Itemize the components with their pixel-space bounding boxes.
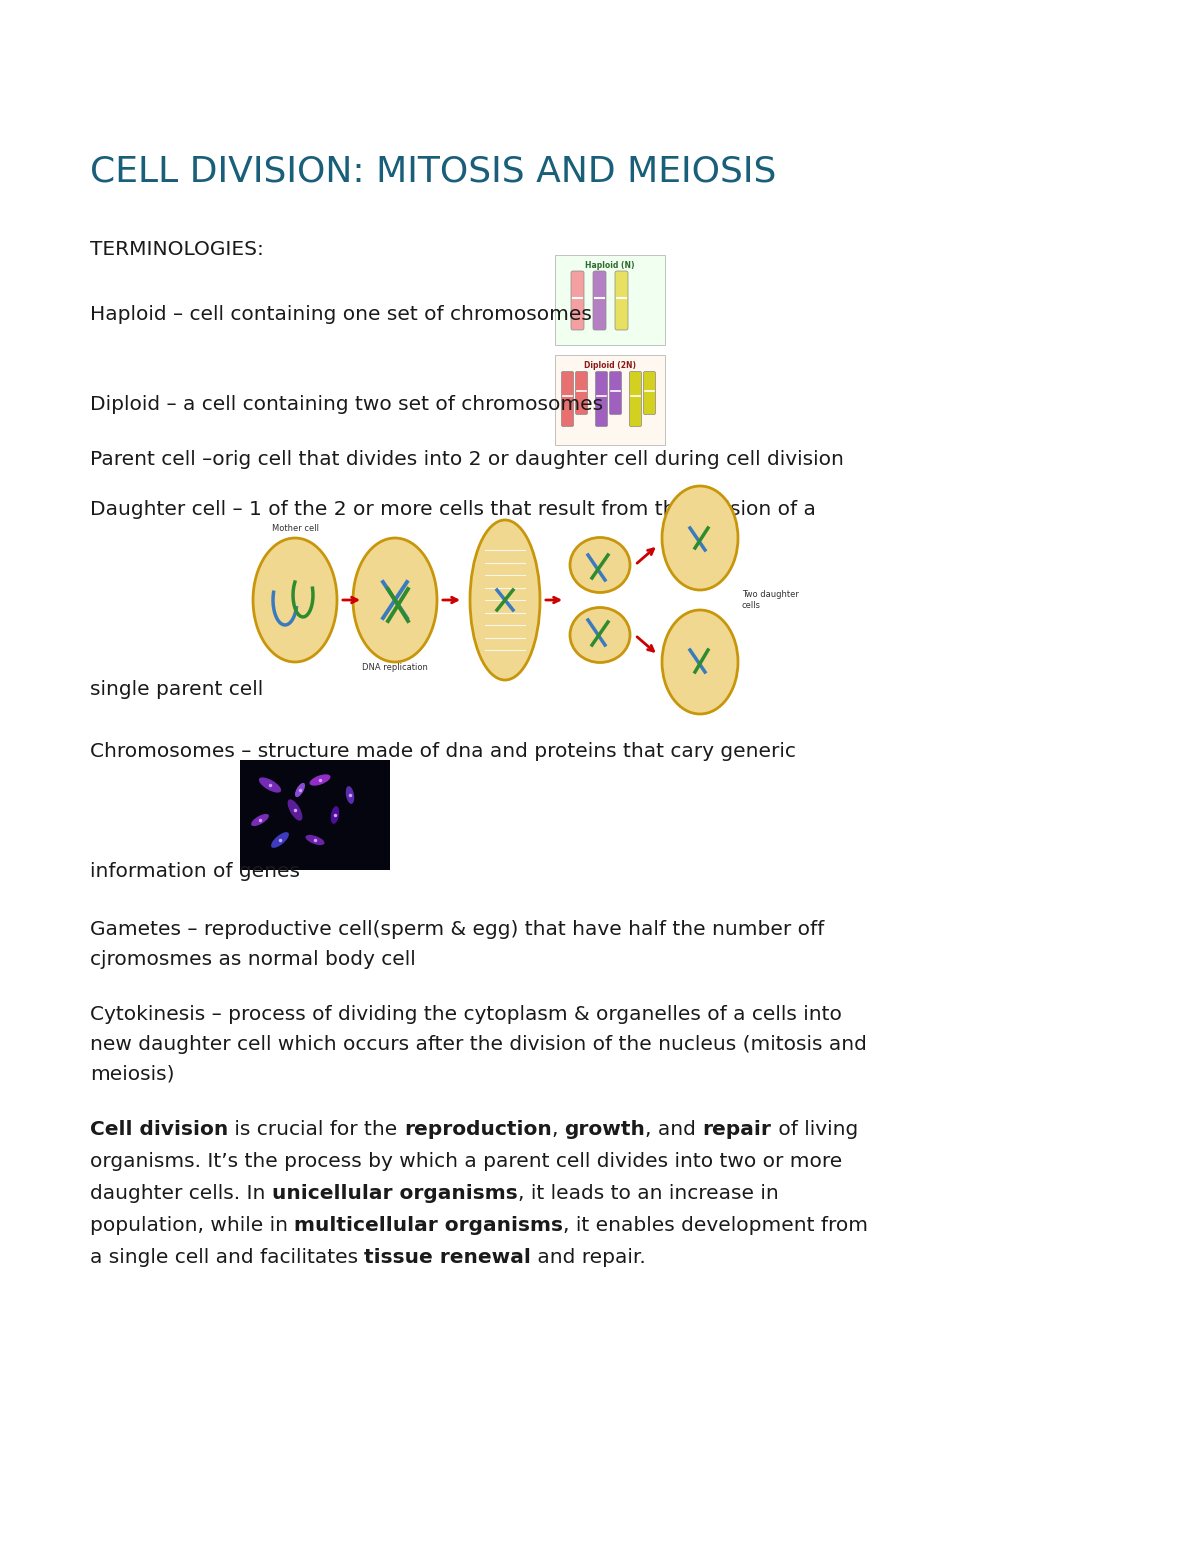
FancyBboxPatch shape <box>610 371 622 415</box>
Text: Two daughter
cells: Two daughter cells <box>742 590 799 610</box>
Text: daughter cells. In: daughter cells. In <box>90 1183 271 1204</box>
Text: is crucial for the: is crucial for the <box>228 1120 404 1138</box>
Text: DNA replication: DNA replication <box>362 663 428 672</box>
FancyBboxPatch shape <box>571 272 584 329</box>
Text: unicellular organisms: unicellular organisms <box>271 1183 517 1204</box>
Bar <box>554 255 665 345</box>
Text: Cell division: Cell division <box>90 1120 228 1138</box>
Text: Chromosomes – structure made of dna and proteins that cary generic: Chromosomes – structure made of dna and … <box>90 742 796 761</box>
Ellipse shape <box>295 783 305 797</box>
Text: multicellular organisms: multicellular organisms <box>294 1216 563 1235</box>
Text: Diploid (2N): Diploid (2N) <box>584 360 636 370</box>
Ellipse shape <box>662 486 738 590</box>
FancyBboxPatch shape <box>630 371 642 427</box>
Text: new daughter cell which occurs after the division of the nucleus (mitosis and: new daughter cell which occurs after the… <box>90 1034 866 1054</box>
Ellipse shape <box>662 610 738 714</box>
FancyBboxPatch shape <box>593 272 606 329</box>
Ellipse shape <box>353 537 437 662</box>
FancyBboxPatch shape <box>643 371 655 415</box>
Ellipse shape <box>253 537 337 662</box>
Ellipse shape <box>346 786 354 804</box>
Text: Haploid (N): Haploid (N) <box>586 261 635 270</box>
Text: of living: of living <box>772 1120 858 1138</box>
Text: ,: , <box>552 1120 564 1138</box>
Text: Mother cell: Mother cell <box>271 523 318 533</box>
Text: growth: growth <box>564 1120 646 1138</box>
Ellipse shape <box>570 537 630 593</box>
Text: repair: repair <box>703 1120 772 1138</box>
Text: , and: , and <box>646 1120 703 1138</box>
Bar <box>554 356 665 446</box>
Text: cjromosmes as normal body cell: cjromosmes as normal body cell <box>90 950 415 969</box>
Text: Gametes – reproductive cell(sperm & egg) that have half the number off: Gametes – reproductive cell(sperm & egg)… <box>90 919 824 940</box>
Text: reproduction: reproduction <box>404 1120 552 1138</box>
Text: , it enables development from: , it enables development from <box>563 1216 869 1235</box>
Ellipse shape <box>251 814 269 826</box>
Text: information of genes: information of genes <box>90 862 300 881</box>
FancyBboxPatch shape <box>616 272 628 329</box>
Ellipse shape <box>271 832 289 848</box>
Text: Haploid – cell containing one set of chromosomes: Haploid – cell containing one set of chr… <box>90 304 592 325</box>
Bar <box>240 759 390 870</box>
Text: , it leads to an increase in: , it leads to an increase in <box>517 1183 779 1204</box>
Ellipse shape <box>288 800 302 820</box>
Text: Cytokinesis – process of dividing the cytoplasm & organelles of a cells into: Cytokinesis – process of dividing the cy… <box>90 1005 842 1023</box>
Text: TERMINOLOGIES:: TERMINOLOGIES: <box>90 241 264 259</box>
Ellipse shape <box>331 806 340 825</box>
Ellipse shape <box>306 836 324 845</box>
Text: meiosis): meiosis) <box>90 1065 174 1084</box>
Text: organisms. It’s the process by which a parent cell divides into two or more: organisms. It’s the process by which a p… <box>90 1152 842 1171</box>
Text: a single cell and facilitates: a single cell and facilitates <box>90 1249 365 1267</box>
Text: single parent cell: single parent cell <box>90 680 263 699</box>
FancyBboxPatch shape <box>562 371 574 427</box>
Text: and repair.: and repair. <box>532 1249 646 1267</box>
Text: tissue renewal: tissue renewal <box>365 1249 532 1267</box>
Ellipse shape <box>470 520 540 680</box>
Text: Daughter cell – 1 of the 2 or more cells that result from the division of a: Daughter cell – 1 of the 2 or more cells… <box>90 500 816 519</box>
FancyBboxPatch shape <box>576 371 588 415</box>
Text: Parent cell –orig cell that divides into 2 or daughter cell during cell division: Parent cell –orig cell that divides into… <box>90 450 844 469</box>
Text: CELL DIVISION: MITOSIS AND MEIOSIS: CELL DIVISION: MITOSIS AND MEIOSIS <box>90 155 776 189</box>
Ellipse shape <box>570 607 630 663</box>
Text: Diploid – a cell containing two set of chromosomes: Diploid – a cell containing two set of c… <box>90 394 604 415</box>
Ellipse shape <box>310 775 330 786</box>
FancyBboxPatch shape <box>595 371 607 427</box>
Text: population, while in: population, while in <box>90 1216 294 1235</box>
Ellipse shape <box>259 778 281 792</box>
